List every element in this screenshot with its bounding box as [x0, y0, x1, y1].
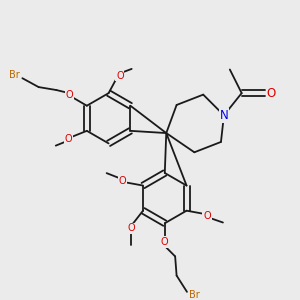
- Text: O: O: [161, 237, 169, 247]
- Text: O: O: [66, 90, 74, 100]
- Text: O: O: [65, 134, 72, 144]
- Text: N: N: [220, 109, 228, 122]
- Text: O: O: [267, 87, 276, 100]
- Text: Br: Br: [9, 70, 20, 80]
- Text: Br: Br: [189, 290, 200, 300]
- Text: O: O: [128, 224, 135, 233]
- Text: O: O: [119, 176, 126, 185]
- Text: O: O: [116, 71, 124, 81]
- Text: O: O: [203, 211, 211, 221]
